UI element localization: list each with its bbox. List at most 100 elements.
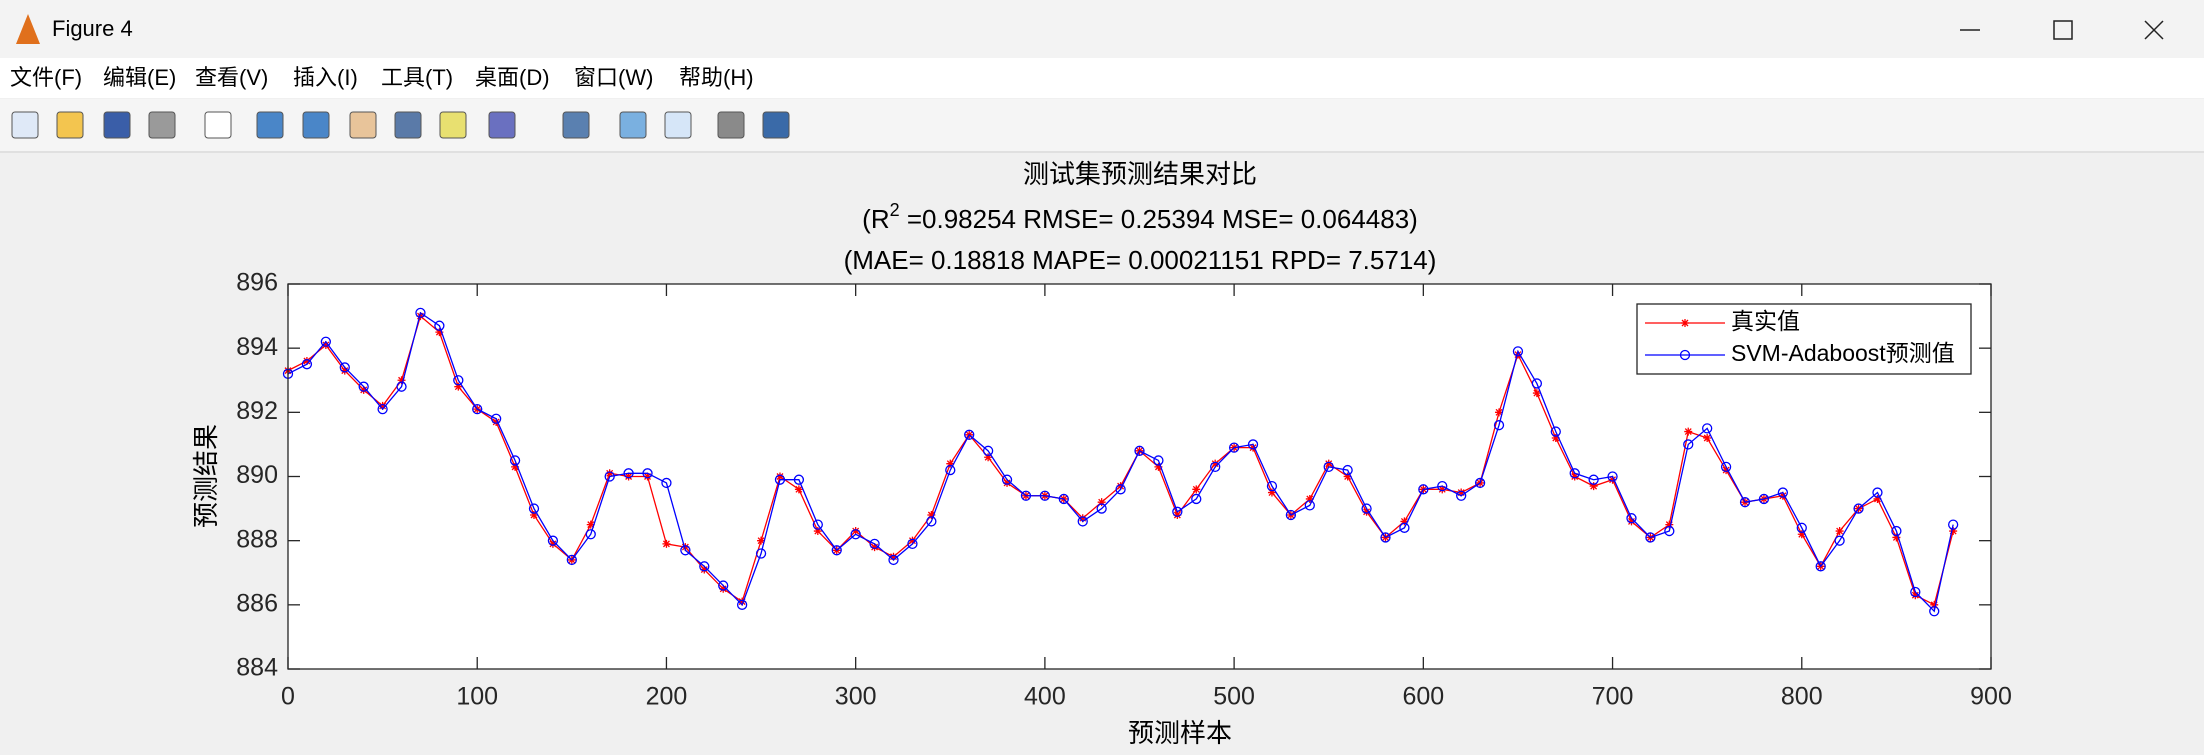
point-marker (1493, 420, 1505, 431)
tool-button[interactable] (394, 111, 422, 139)
point-marker (888, 554, 899, 566)
menu-item[interactable]: 工具(T) (381, 65, 453, 90)
tool-button[interactable] (256, 111, 284, 139)
tool-button[interactable] (148, 111, 176, 139)
point-marker (927, 511, 936, 519)
point-marker (623, 468, 634, 479)
x-tick-label: 0 (281, 683, 295, 711)
tool-button[interactable] (349, 111, 377, 139)
maximize-button[interactable] (2053, 20, 2073, 40)
point-marker (396, 381, 407, 392)
point-marker (547, 535, 559, 546)
x-tick-label: 400 (1024, 683, 1066, 711)
point-marker (1550, 426, 1561, 437)
point-marker (1058, 493, 1069, 505)
point-marker (416, 312, 425, 321)
point-marker (1343, 472, 1352, 481)
point-marker (1684, 427, 1693, 436)
point-marker (1949, 527, 1958, 536)
point-marker (1247, 439, 1259, 450)
close-button[interactable] (2144, 20, 2164, 40)
point-marker (1380, 532, 1391, 543)
x-tick-label: 300 (835, 683, 877, 711)
point-marker (1324, 459, 1333, 468)
menu-item[interactable]: 插入(I) (293, 65, 358, 90)
point-marker (1720, 461, 1732, 473)
point-marker (736, 599, 748, 610)
point-marker (1154, 462, 1163, 471)
metrics-rest: =0.98254 RMSE= 0.25394 MSE= 0.064483) (900, 204, 1418, 234)
point-marker (472, 403, 483, 415)
point-marker (1796, 522, 1807, 533)
point-marker (1399, 522, 1410, 533)
point-marker (642, 468, 653, 479)
point-marker (435, 328, 444, 337)
point-marker (585, 529, 596, 540)
point-marker (793, 474, 805, 485)
point-marker (1418, 484, 1429, 495)
menu-bar (0, 58, 2204, 98)
menu-item[interactable]: 桌面(D) (475, 65, 550, 90)
point-marker (1400, 517, 1409, 526)
x-axis-label: 预测样本 (1128, 718, 1232, 748)
menu-item[interactable]: 编辑(E) (103, 65, 176, 90)
tool-button[interactable] (717, 111, 745, 139)
tool-button[interactable] (562, 111, 590, 139)
point-marker (1815, 561, 1826, 572)
point-marker (1910, 586, 1921, 598)
menu-item[interactable]: 查看(V) (195, 65, 268, 90)
point-marker (1948, 519, 1959, 530)
point-marker (699, 561, 710, 572)
x-tick-label: 700 (1592, 683, 1634, 711)
tool-button[interactable] (619, 111, 647, 139)
point-marker (528, 503, 540, 514)
app-icon (16, 14, 40, 44)
menu-item[interactable]: 窗口(W) (574, 65, 653, 90)
point-marker (490, 413, 502, 424)
point-marker (774, 474, 786, 485)
legend-label: SVM-Adaboost预测值 (1731, 340, 1955, 366)
x-tick-label: 100 (456, 683, 498, 711)
point-marker (1569, 468, 1580, 479)
tool-button[interactable] (103, 111, 131, 139)
point-marker (453, 375, 464, 386)
point-marker (1513, 350, 1522, 359)
tool-button[interactable] (762, 111, 790, 139)
legend-box (1636, 303, 1972, 375)
tool-button[interactable] (302, 111, 330, 139)
point-marker (415, 307, 426, 319)
y-tick-label: 886 (236, 589, 278, 617)
point-marker (1607, 471, 1618, 482)
point-marker (1192, 485, 1201, 494)
point-marker (1608, 475, 1617, 484)
point-marker (359, 385, 368, 394)
tool-button[interactable] (488, 111, 516, 139)
point-marker (794, 485, 803, 494)
point-marker (566, 554, 577, 566)
point-marker (1627, 517, 1636, 526)
point-marker (301, 359, 313, 370)
point-marker (1437, 480, 1448, 492)
point-marker (1778, 491, 1787, 500)
point-marker (1664, 525, 1675, 537)
tool-button[interactable] (56, 111, 84, 139)
point-marker (1003, 478, 1012, 487)
toolbar (0, 99, 2204, 151)
y-tick-label: 888 (236, 525, 278, 553)
tool-button[interactable] (664, 111, 692, 139)
point-marker (1097, 498, 1106, 507)
menu-item[interactable]: 帮助(H) (679, 65, 754, 90)
menu-item[interactable]: 文件(F) (10, 65, 82, 90)
point-marker (1512, 346, 1524, 357)
point-marker (1249, 443, 1258, 452)
y-axis-label: 预测结果 (191, 424, 221, 528)
tool-button[interactable] (204, 111, 232, 139)
point-marker (1570, 472, 1579, 481)
y-tick-label: 890 (236, 461, 278, 489)
point-marker (982, 445, 994, 456)
point-marker (1474, 477, 1486, 489)
point-marker (1495, 408, 1504, 417)
tool-button[interactable] (439, 111, 467, 139)
toolbar-icons (11, 111, 790, 139)
tool-button[interactable] (11, 111, 39, 139)
